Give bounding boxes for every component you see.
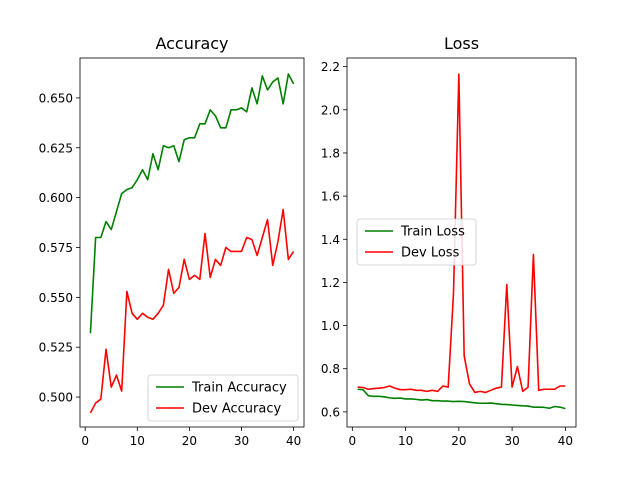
dev-loss-line	[357, 73, 566, 394]
loss-y-tick-label: 0.8	[321, 362, 340, 376]
loss-axes-frame	[346, 57, 577, 428]
accuracy-y-tick-label: 0.600	[39, 191, 73, 205]
loss-y-tick-label: 1.4	[321, 233, 340, 247]
accuracy-x-tick-label: 40	[286, 434, 301, 448]
loss-y-tick-label: 1.0	[321, 319, 340, 333]
accuracy-x-tick-label: 20	[182, 434, 197, 448]
loss-y-tick-label: 2.0	[321, 103, 340, 117]
loss-chart-title: Loss	[444, 34, 479, 53]
loss-x-tick-label: 20	[451, 434, 466, 448]
loss-x-tick-label: 10	[398, 434, 413, 448]
accuracy-x-tick-label: 10	[130, 434, 145, 448]
loss-x-tick-label: 40	[558, 434, 573, 448]
accuracy-chart-title: Accuracy	[155, 34, 228, 53]
dev-accuracy-line	[89, 208, 295, 414]
loss-y-tick-label: 0.6	[321, 405, 340, 419]
accuracy-x-tick-label: 30	[234, 434, 249, 448]
loss-chart: Loss 0 10 20 30 40 0.6 0.8 1.0 1.2 1.4 1.6 1.8 2.0 2.2…	[321, 34, 577, 448]
train-loss-legend-label: Train Loss	[400, 225, 465, 240]
accuracy-legend-box	[147, 374, 299, 422]
accuracy-y-tick-label: 0.650	[39, 91, 73, 105]
loss-y-tick-label: 1.8	[321, 146, 340, 160]
accuracy-chart: Accuracy 0 10 20 30 40 0.500 0.525 0.550 0.575 0.6…	[39, 34, 305, 448]
loss-y-tick-label: 1.2	[321, 276, 340, 290]
loss-y-tick-label: 1.6	[321, 190, 340, 204]
train-accuracy-legend-label: Train Accuracy	[191, 381, 287, 396]
train-loss-line	[357, 388, 566, 410]
accuracy-x-tick-label: 0	[81, 434, 89, 448]
accuracy-legend: Train Accuracy Dev Accuracy	[147, 374, 299, 422]
loss-x-tick-label: 0	[349, 434, 357, 448]
train-accuracy-line	[89, 73, 295, 334]
accuracy-axes-frame	[79, 57, 305, 428]
accuracy-y-tick-label: 0.525	[39, 341, 73, 355]
accuracy-y-tick-label: 0.575	[39, 241, 73, 255]
accuracy-y-tick-label: 0.500	[39, 391, 73, 405]
accuracy-y-tick-label: 0.550	[39, 291, 73, 305]
loss-legend: Train Loss Dev Loss	[356, 218, 477, 266]
dev-loss-legend-label: Dev Loss	[401, 246, 460, 261]
loss-x-tick-label: 30	[504, 434, 519, 448]
dev-accuracy-legend-label: Dev Accuracy	[192, 402, 281, 417]
loss-y-tick-label: 2.2	[321, 60, 340, 74]
accuracy-y-tick-label: 0.625	[39, 141, 73, 155]
